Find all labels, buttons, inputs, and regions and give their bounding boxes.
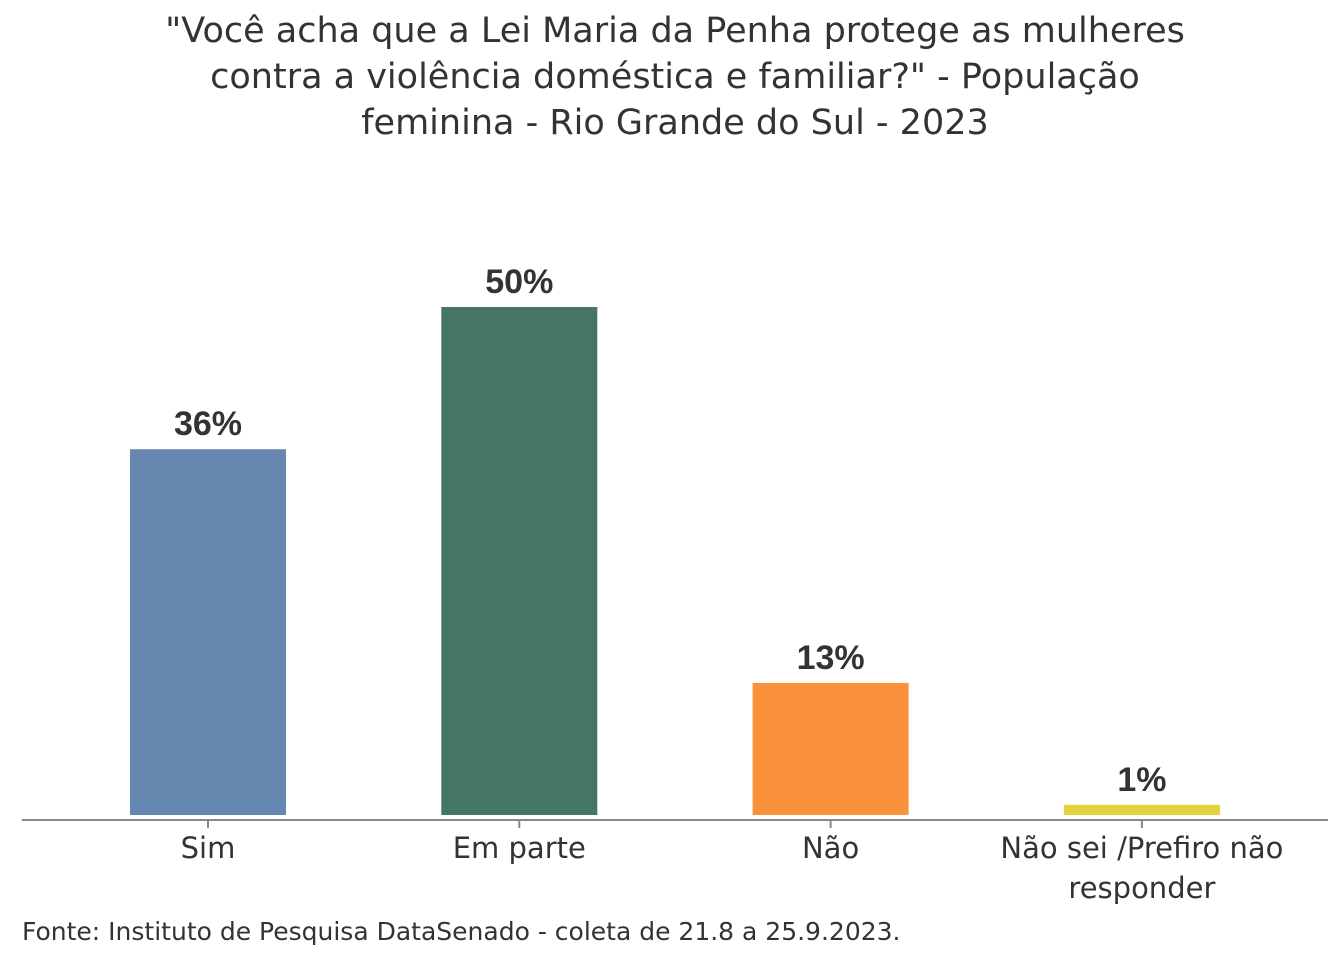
x-tick-label: Sim: [181, 831, 236, 865]
x-tick-label: Não sei /Prefiro não: [1000, 831, 1283, 865]
x-tick-label: Não: [802, 831, 859, 865]
data-label: 1%: [1117, 761, 1166, 799]
chart-title: "Você acha que a Lei Maria da Penha prot…: [165, 11, 1185, 143]
x-tick-label: responder: [1068, 871, 1215, 905]
x-axis-labels: Sim Em parte Não Não sei /Prefiro não respon…: [181, 820, 1283, 905]
chart-title-line: "Você acha que a Lei Maria da Penha prot…: [165, 11, 1185, 51]
bar: [752, 682, 909, 815]
bars: 36% 50% 13% 1%: [130, 263, 1220, 815]
x-tick-label: Em parte: [453, 831, 586, 865]
chart-title-line: contra a violência doméstica e familiar?…: [210, 57, 1140, 97]
bar: [441, 307, 598, 815]
chart-title-line: feminina - Rio Grande do Sul - 2023: [361, 103, 989, 143]
bar: [1063, 804, 1220, 815]
source-note: Fonte: Instituto de Pesquisa DataSenado …: [22, 917, 900, 946]
bar: [130, 449, 286, 815]
data-label: 36%: [174, 405, 242, 443]
data-label: 50%: [485, 263, 553, 301]
data-label: 13%: [797, 639, 865, 677]
